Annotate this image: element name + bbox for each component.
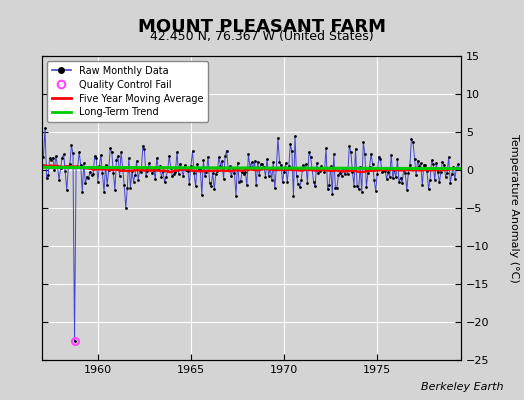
Text: MOUNT PLEASANT FARM: MOUNT PLEASANT FARM — [138, 18, 386, 36]
Text: 42.450 N, 76.367 W (United States): 42.450 N, 76.367 W (United States) — [150, 30, 374, 43]
Legend: Raw Monthly Data, Quality Control Fail, Five Year Moving Average, Long-Term Tren: Raw Monthly Data, Quality Control Fail, … — [47, 61, 208, 122]
Text: Berkeley Earth: Berkeley Earth — [421, 382, 503, 392]
Y-axis label: Temperature Anomaly (°C): Temperature Anomaly (°C) — [509, 134, 519, 282]
